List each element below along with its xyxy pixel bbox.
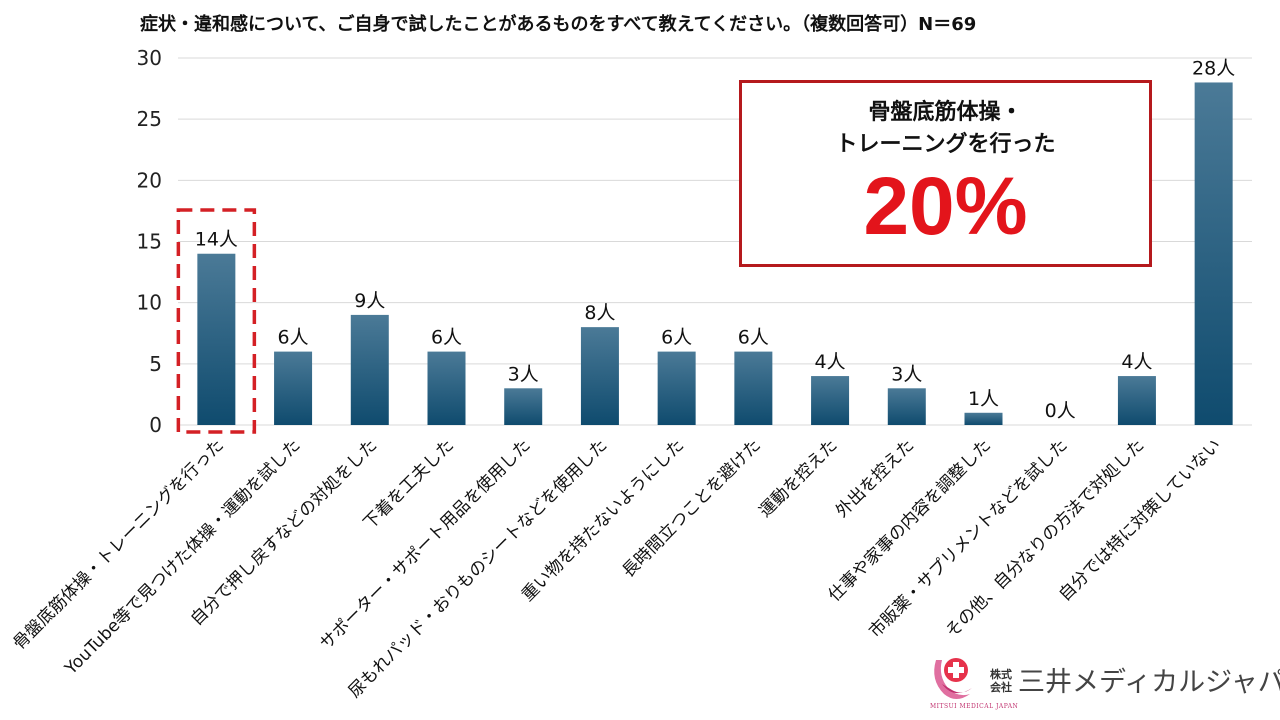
bar	[580, 327, 619, 425]
y-tick-label: 5	[149, 352, 162, 376]
y-tick-label: 25	[137, 107, 162, 131]
bar	[197, 253, 236, 425]
x-tick-label: 外出を控えた	[832, 435, 918, 521]
highlight-dashed-frame	[176, 208, 257, 434]
bar-value-label: 6人	[431, 327, 462, 349]
x-tick-label: 長時間立つことを避けた	[619, 435, 765, 581]
x-tick-label: 尿もれパッド・おりものシートなどを使用した	[344, 435, 611, 702]
bar-value-label: 4人	[1121, 351, 1152, 373]
company-logo: 株式会社 三井メディカルジャパン MITSUI MEDICAL JAPAN	[928, 654, 1280, 714]
logo-english-name: MITSUI MEDICAL JAPAN	[930, 703, 1019, 710]
y-tick-label: 15	[137, 230, 162, 254]
bar-value-label: 3人	[891, 363, 922, 385]
logo-company-name: 三井メディカルジャパン	[1018, 667, 1280, 698]
bar-value-label: 1人	[968, 388, 999, 410]
bar-value-label: 6人	[738, 327, 769, 349]
highlight-callout-box: 骨盤底筋体操・ トレーニングを行った 20%	[739, 80, 1152, 267]
bar-value-label: 0人	[1045, 400, 1076, 422]
bar	[427, 351, 466, 425]
mitsui-medical-cross-icon	[934, 658, 972, 699]
bar	[350, 314, 389, 425]
bar-value-label: 4人	[815, 351, 846, 373]
bar-value-label: 6人	[661, 327, 692, 349]
x-tick-label: 自分では特に対策していない	[1055, 435, 1225, 605]
bar-value-label: 14人	[195, 229, 238, 251]
bar-value-label: 3人	[508, 363, 539, 385]
callout-line-2: トレーニングを行った	[835, 132, 1056, 157]
bar-value-label: 8人	[584, 302, 615, 324]
bar-value-label: 6人	[278, 327, 309, 349]
x-tick-label: 重い物を持たないようにした	[518, 435, 688, 605]
y-tick-label: 30	[137, 46, 162, 70]
y-tick-label: 20	[137, 168, 162, 192]
bar-value-label: 9人	[354, 290, 385, 312]
logo-kabushiki-kaisha: 株式会社	[990, 668, 1012, 694]
x-tick-label: 仕事や家事の内容を調整した	[825, 435, 995, 605]
x-tick-label: 運動を控えた	[755, 435, 841, 521]
bar	[734, 351, 773, 425]
bar	[964, 412, 1003, 425]
bar	[887, 388, 926, 425]
bar	[657, 351, 696, 425]
y-tick-label: 10	[137, 291, 162, 315]
y-tick-label: 0	[149, 413, 162, 437]
bar	[1117, 376, 1156, 425]
bar	[1194, 82, 1233, 425]
chart-title: 症状・違和感について、ご自身で試したことがあるものをすべて教えてください。（複数…	[140, 14, 977, 35]
bar	[811, 376, 850, 425]
bar	[504, 388, 543, 425]
callout-line-1: 骨盤底筋体操・	[868, 100, 1023, 125]
bar	[274, 351, 313, 425]
bar-value-label: 28人	[1192, 57, 1235, 79]
callout-percentage: 20%	[863, 161, 1028, 252]
